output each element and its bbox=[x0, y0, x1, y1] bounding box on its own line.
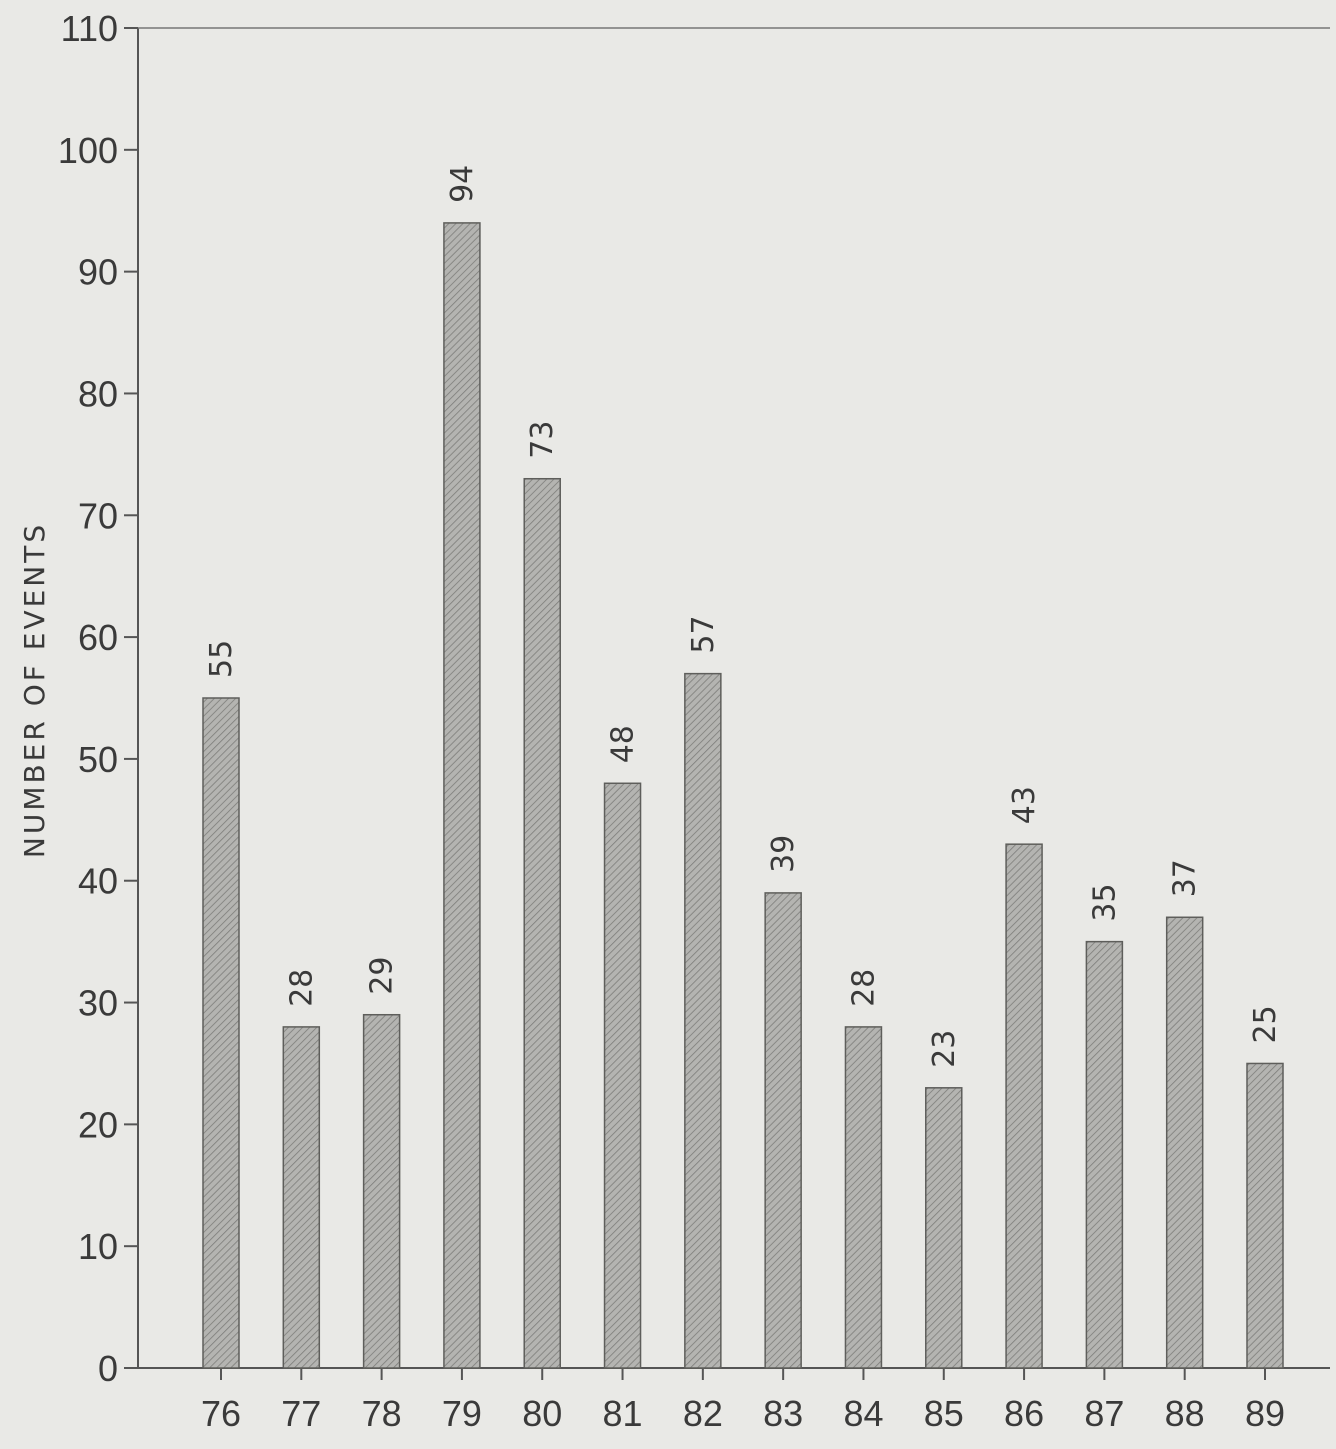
data-label-86: 43 bbox=[1007, 786, 1042, 824]
x-tick-label-83: 83 bbox=[763, 1393, 803, 1434]
x-tick-label-86: 86 bbox=[1004, 1393, 1044, 1434]
x-axis: 76 77 78 79 80 81 82 83 84 85 86 87 88 89 bbox=[201, 1368, 1285, 1434]
data-label-79: 94 bbox=[445, 165, 480, 203]
y-tick-label: 70 bbox=[78, 495, 118, 536]
bar-76 bbox=[202, 697, 240, 1369]
y-tick-label: 60 bbox=[78, 617, 118, 658]
x-tick-label-81: 81 bbox=[603, 1393, 643, 1434]
data-label-84: 28 bbox=[846, 969, 881, 1007]
data-label-85: 23 bbox=[927, 1030, 962, 1068]
data-label-83: 39 bbox=[766, 835, 801, 873]
x-tick-label-79: 79 bbox=[442, 1393, 482, 1434]
x-tick-label-87: 87 bbox=[1084, 1393, 1124, 1434]
x-tick-label-89: 89 bbox=[1245, 1393, 1285, 1434]
data-label-77: 28 bbox=[284, 969, 319, 1007]
y-tick-label: 10 bbox=[78, 1226, 118, 1267]
y-tick-label: 20 bbox=[78, 1104, 118, 1145]
data-labels-group: 55 28 29 94 73 48 57 39 28 23 43 35 37 25 bbox=[204, 165, 1283, 1068]
bar-85 bbox=[925, 1087, 963, 1369]
bar-82 bbox=[684, 672, 722, 1369]
y-tick-label: 40 bbox=[78, 861, 118, 902]
bars-group bbox=[202, 222, 1284, 1369]
bar-81 bbox=[603, 782, 642, 1369]
bar-89 bbox=[1246, 1062, 1284, 1369]
y-tick-label: 90 bbox=[78, 252, 118, 293]
y-tick-label: 100 bbox=[58, 130, 118, 171]
data-label-80: 73 bbox=[525, 421, 560, 459]
bar-80 bbox=[523, 477, 561, 1369]
x-tick-label-82: 82 bbox=[683, 1393, 723, 1434]
y-tick-label: 110 bbox=[61, 8, 118, 49]
data-label-81: 48 bbox=[606, 725, 641, 763]
data-label-88: 37 bbox=[1168, 859, 1203, 897]
y-tick-label: 80 bbox=[78, 373, 118, 414]
bar-78 bbox=[362, 1013, 401, 1369]
x-tick-label-88: 88 bbox=[1165, 1393, 1205, 1434]
data-label-76: 55 bbox=[204, 640, 239, 678]
data-label-89: 25 bbox=[1248, 1005, 1283, 1043]
y-tick-label: 50 bbox=[78, 739, 118, 780]
plot-frame bbox=[137, 27, 1330, 1369]
data-label-78: 29 bbox=[365, 957, 400, 995]
x-tick-label-80: 80 bbox=[522, 1393, 562, 1434]
bar-83 bbox=[764, 892, 802, 1369]
x-tick-label-77: 77 bbox=[281, 1393, 321, 1434]
x-tick-label-84: 84 bbox=[843, 1393, 883, 1434]
bar-79 bbox=[443, 222, 481, 1369]
data-label-87: 35 bbox=[1087, 883, 1122, 921]
y-tick-label: 30 bbox=[78, 983, 118, 1024]
x-tick-label-85: 85 bbox=[924, 1393, 964, 1434]
data-label-82: 57 bbox=[686, 615, 721, 653]
x-tick-label-78: 78 bbox=[362, 1393, 402, 1434]
bar-84 bbox=[844, 1026, 883, 1369]
bar-88 bbox=[1165, 916, 1204, 1369]
y-tick-label: 0 bbox=[98, 1348, 118, 1389]
y-axis-label: NUMBER OF EVENTS bbox=[18, 522, 51, 858]
bar-87 bbox=[1085, 940, 1124, 1369]
bar-86 bbox=[1005, 843, 1043, 1369]
x-tick-label-76: 76 bbox=[201, 1393, 241, 1434]
bar-77 bbox=[282, 1026, 321, 1369]
y-axis: 0 10 20 30 40 50 60 70 80 90 100 110 bbox=[58, 8, 138, 1389]
